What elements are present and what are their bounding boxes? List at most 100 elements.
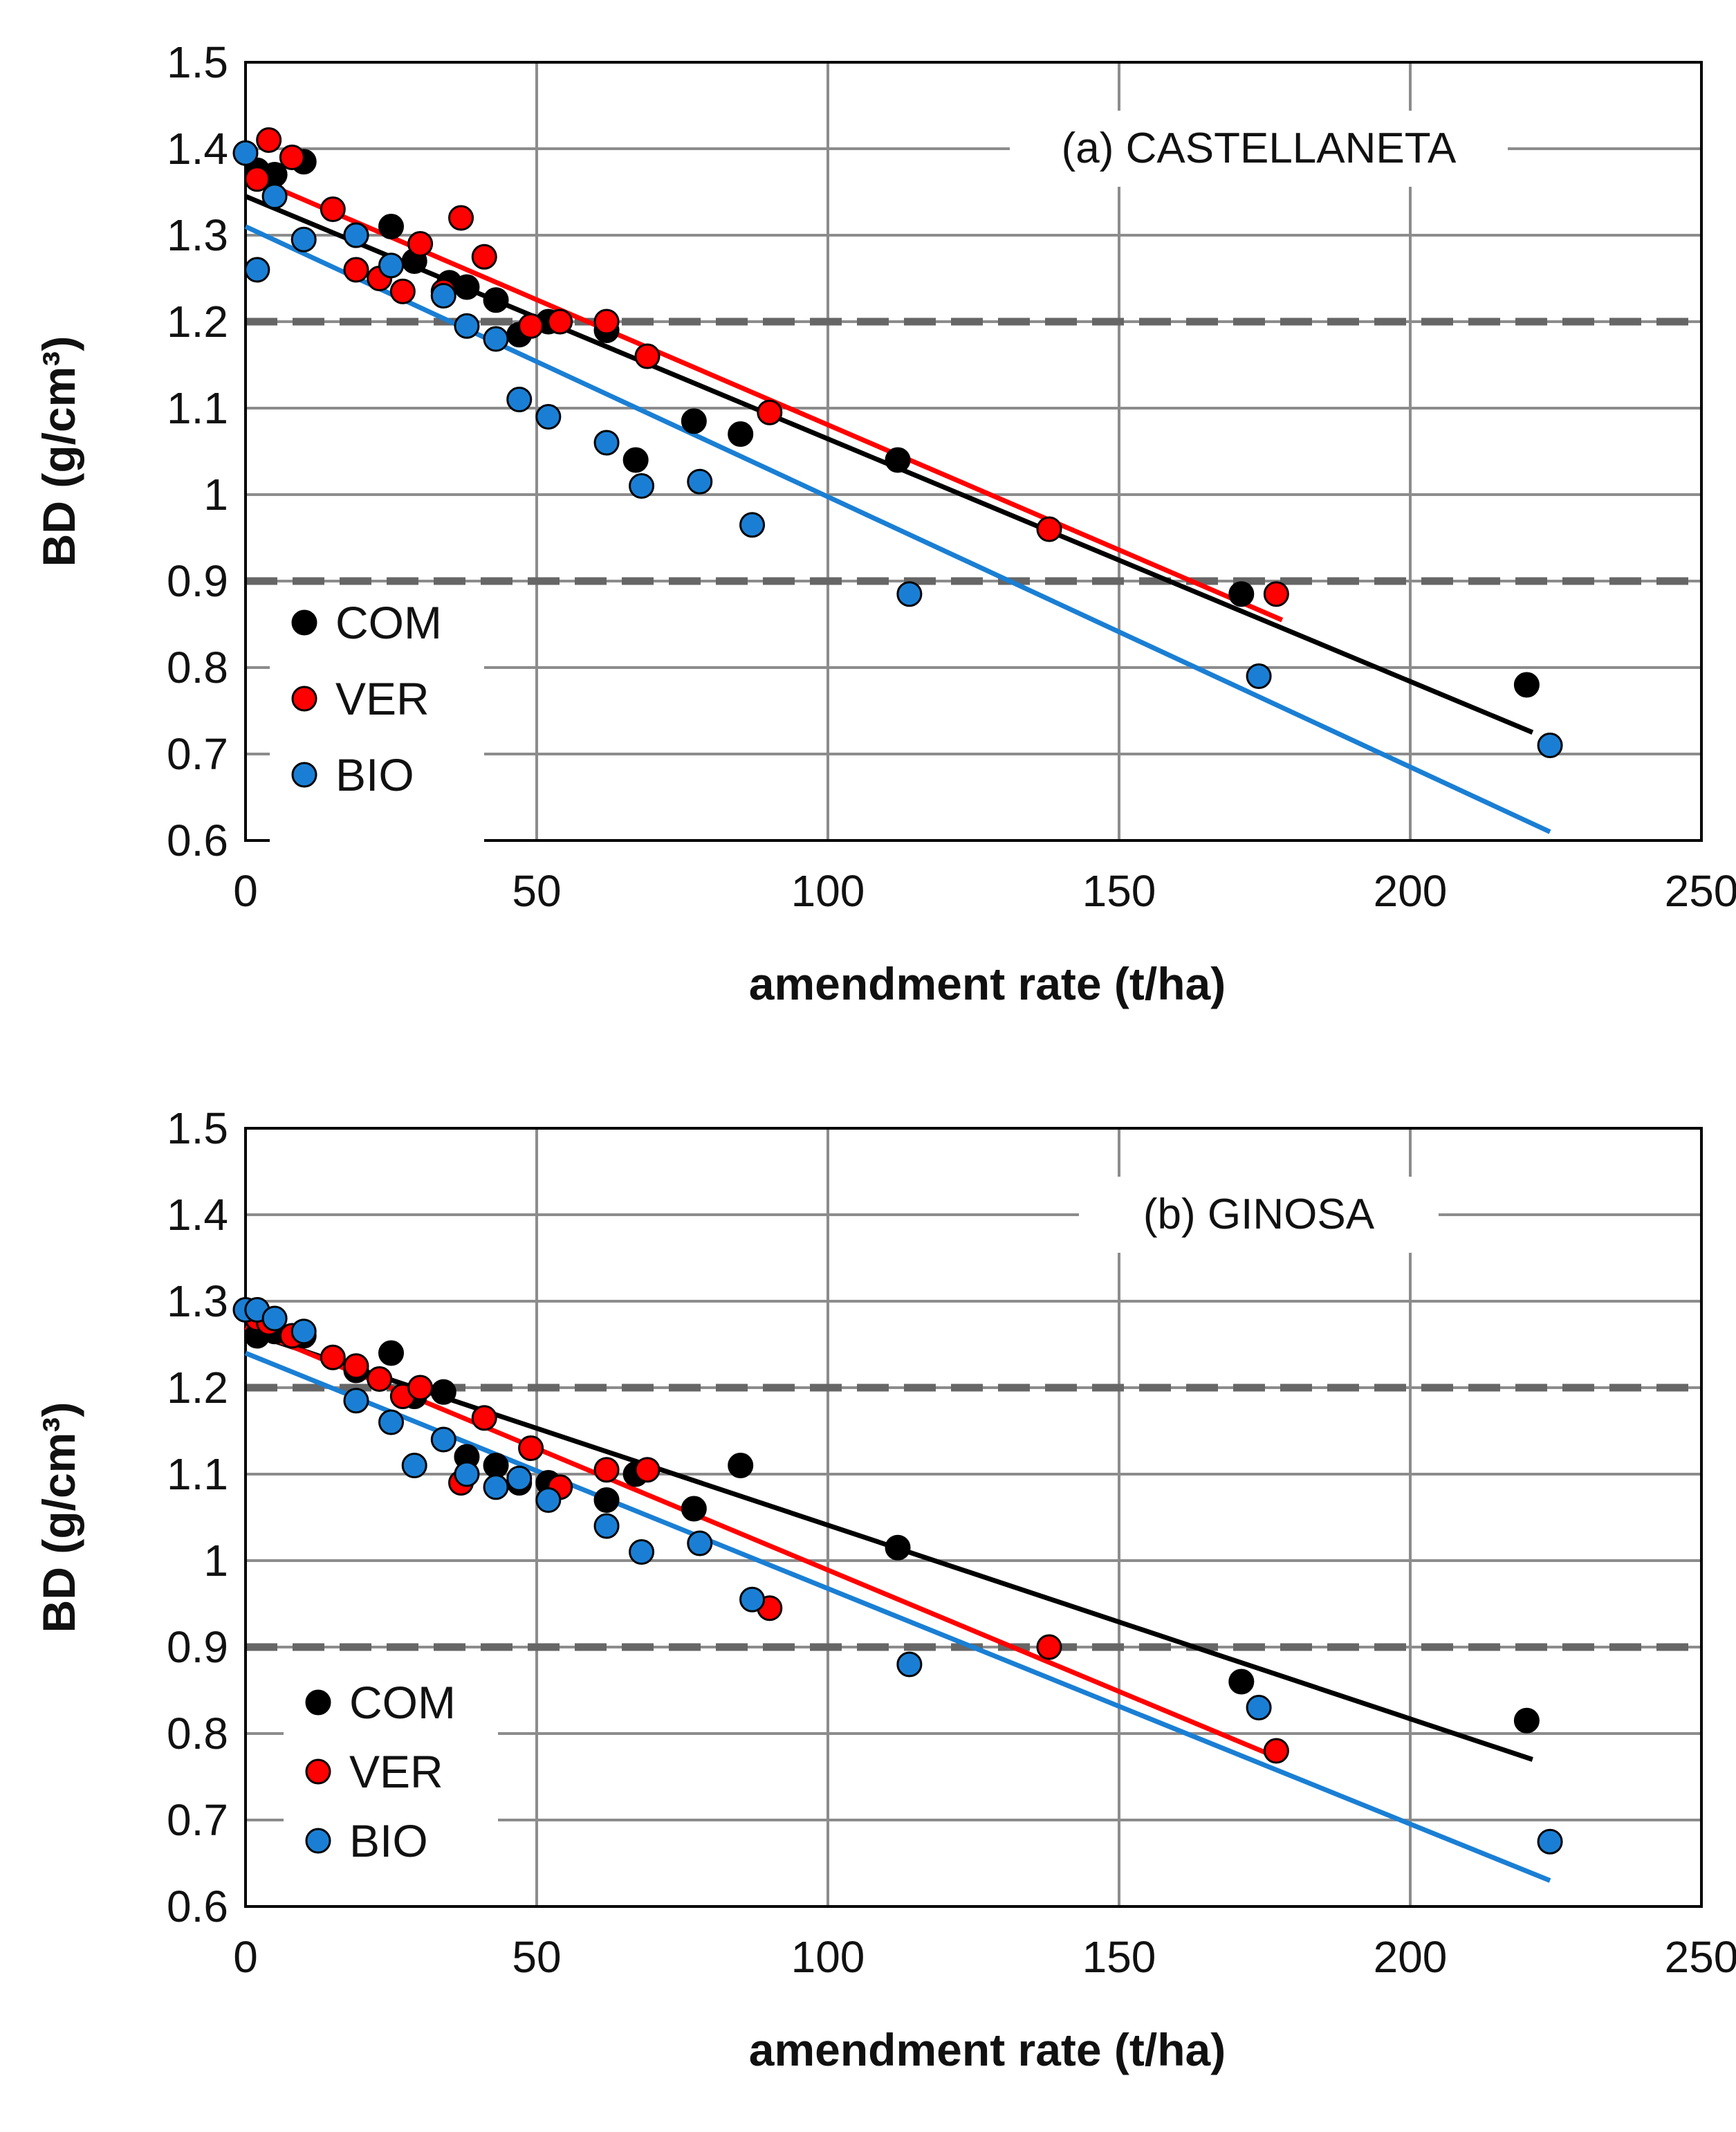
point-com bbox=[1228, 581, 1255, 607]
chart-ginosa: 0.6 0.7 0.8 0.9 1 1.1 1.2 1.3 1.4 1.5 0 50 100 150 200… bbox=[33, 1103, 1736, 2075]
point-bio bbox=[687, 468, 713, 495]
point-com bbox=[885, 447, 911, 473]
y-tick-label: 0.6 bbox=[167, 1882, 228, 1931]
point-bio bbox=[739, 1586, 766, 1612]
x-tick-label: 50 bbox=[512, 1932, 561, 1982]
point-ver bbox=[320, 1344, 346, 1370]
legend-marker-com bbox=[305, 1689, 331, 1716]
y-tick-label: 0.6 bbox=[167, 816, 228, 865]
point-ver bbox=[256, 127, 282, 153]
point-bio bbox=[232, 140, 259, 166]
point-bio bbox=[1246, 1695, 1272, 1720]
y-tick-label: 1.1 bbox=[167, 383, 228, 433]
plot-border bbox=[244, 1127, 1703, 1908]
point-ver bbox=[518, 1435, 544, 1461]
point-bio bbox=[454, 313, 480, 339]
point-ver bbox=[320, 196, 346, 222]
point-bio bbox=[483, 326, 509, 352]
chart-panel-castellaneta: 0.6 0.7 0.8 0.9 1 1.1 1.2 1.3 1.4 1.5 0 50 100 150 200… bbox=[33, 37, 1736, 1009]
plot-border bbox=[244, 61, 1703, 842]
point-ver bbox=[343, 257, 369, 283]
point-com bbox=[728, 421, 754, 447]
y-axis-title: BD (g/cm³) bbox=[33, 336, 84, 567]
y-tick-label: 0.7 bbox=[167, 1795, 228, 1845]
x-tick-label: 100 bbox=[791, 1932, 865, 1982]
x-tick-label: 150 bbox=[1082, 866, 1156, 916]
y-tick-label: 0.8 bbox=[167, 643, 228, 692]
x-tick-label: 200 bbox=[1374, 866, 1448, 916]
y-tick-label: 0.9 bbox=[167, 556, 228, 606]
x-axis-title: amendment rate (t/ha) bbox=[749, 2024, 1226, 2075]
legend: COM VER BIO bbox=[284, 1668, 498, 1903]
point-ver bbox=[593, 1457, 620, 1483]
x-tick-label: 250 bbox=[1665, 866, 1736, 916]
point-ver bbox=[547, 309, 573, 335]
point-ver bbox=[471, 243, 497, 270]
y-tick-label: 1.5 bbox=[167, 1103, 228, 1153]
x-tick-label: 200 bbox=[1374, 1932, 1448, 1982]
point-com bbox=[378, 1340, 404, 1366]
y-tick-label: 0.8 bbox=[167, 1709, 228, 1758]
point-bio bbox=[687, 1530, 713, 1556]
point-com bbox=[378, 214, 404, 239]
point-bio bbox=[1537, 733, 1563, 758]
y-tick-label: 1.1 bbox=[167, 1449, 228, 1499]
x-tick-label: 50 bbox=[512, 866, 561, 916]
chart-title: (a) CASTELLANETA bbox=[1062, 125, 1457, 172]
point-bio bbox=[378, 1409, 404, 1435]
legend-marker-bio bbox=[305, 1828, 331, 1854]
point-bio bbox=[454, 1461, 480, 1487]
point-bio bbox=[593, 1513, 620, 1539]
trendline-bio bbox=[244, 1350, 1551, 1883]
point-ver bbox=[279, 145, 305, 170]
point-ver bbox=[389, 278, 416, 304]
x-tick-label: 100 bbox=[791, 866, 865, 916]
point-bio bbox=[1537, 1828, 1563, 1855]
y-tick-label: 0.7 bbox=[167, 729, 228, 779]
point-ver bbox=[634, 1457, 661, 1483]
point-com bbox=[593, 1487, 620, 1513]
chart-panel-ginosa: 0.6 0.7 0.8 0.9 1 1.1 1.2 1.3 1.4 1.5 0 50 100 150 200… bbox=[0, 1066, 1736, 2132]
point-ver bbox=[367, 1366, 393, 1392]
legend-marker-bio bbox=[291, 762, 317, 788]
title-box bbox=[1079, 1177, 1439, 1253]
point-bio bbox=[593, 430, 620, 456]
legend-label-bio: BIO bbox=[335, 749, 414, 800]
point-com bbox=[1513, 672, 1540, 698]
point-com bbox=[1228, 1669, 1255, 1695]
point-bio bbox=[401, 1453, 427, 1478]
y-tick-label: 1 bbox=[203, 1536, 228, 1586]
point-com bbox=[430, 1379, 456, 1405]
point-bio bbox=[290, 1318, 317, 1345]
legend-marker-ver bbox=[305, 1758, 331, 1785]
legend-label-bio: BIO bbox=[349, 1815, 428, 1866]
point-ver bbox=[448, 205, 474, 231]
legend: COM VER BIO bbox=[270, 588, 484, 844]
point-com bbox=[681, 408, 707, 434]
point-bio bbox=[483, 1474, 509, 1500]
y-tick-label: 1.2 bbox=[167, 297, 228, 347]
point-ver bbox=[471, 1405, 497, 1431]
y-tick-label: 1.2 bbox=[167, 1363, 228, 1413]
point-bio bbox=[506, 387, 533, 412]
x-tick-label: 250 bbox=[1665, 1932, 1736, 1982]
point-bio bbox=[629, 1539, 655, 1565]
point-ver bbox=[407, 231, 434, 257]
chart-castellaneta: 0.6 0.7 0.8 0.9 1 1.1 1.2 1.3 1.4 1.5 0 50 100 150 200… bbox=[33, 37, 1736, 1009]
title-box bbox=[1010, 111, 1508, 187]
y-tick-label: 1.4 bbox=[167, 1190, 228, 1240]
legend-label-com: COM bbox=[349, 1677, 456, 1728]
point-bio bbox=[535, 1487, 562, 1513]
point-ver bbox=[593, 309, 620, 335]
point-ver bbox=[1263, 1738, 1289, 1764]
point-ver bbox=[407, 1375, 434, 1401]
point-bio bbox=[1246, 663, 1272, 689]
y-tick-label: 0.9 bbox=[167, 1622, 228, 1672]
point-ver bbox=[518, 313, 544, 339]
point-com bbox=[622, 447, 649, 473]
point-com bbox=[681, 1496, 707, 1522]
chart-title: (b) GINOSA bbox=[1143, 1191, 1375, 1238]
y-tick-label: 1 bbox=[203, 470, 228, 520]
point-bio bbox=[261, 1305, 288, 1332]
legend-label-com: COM bbox=[335, 597, 442, 648]
